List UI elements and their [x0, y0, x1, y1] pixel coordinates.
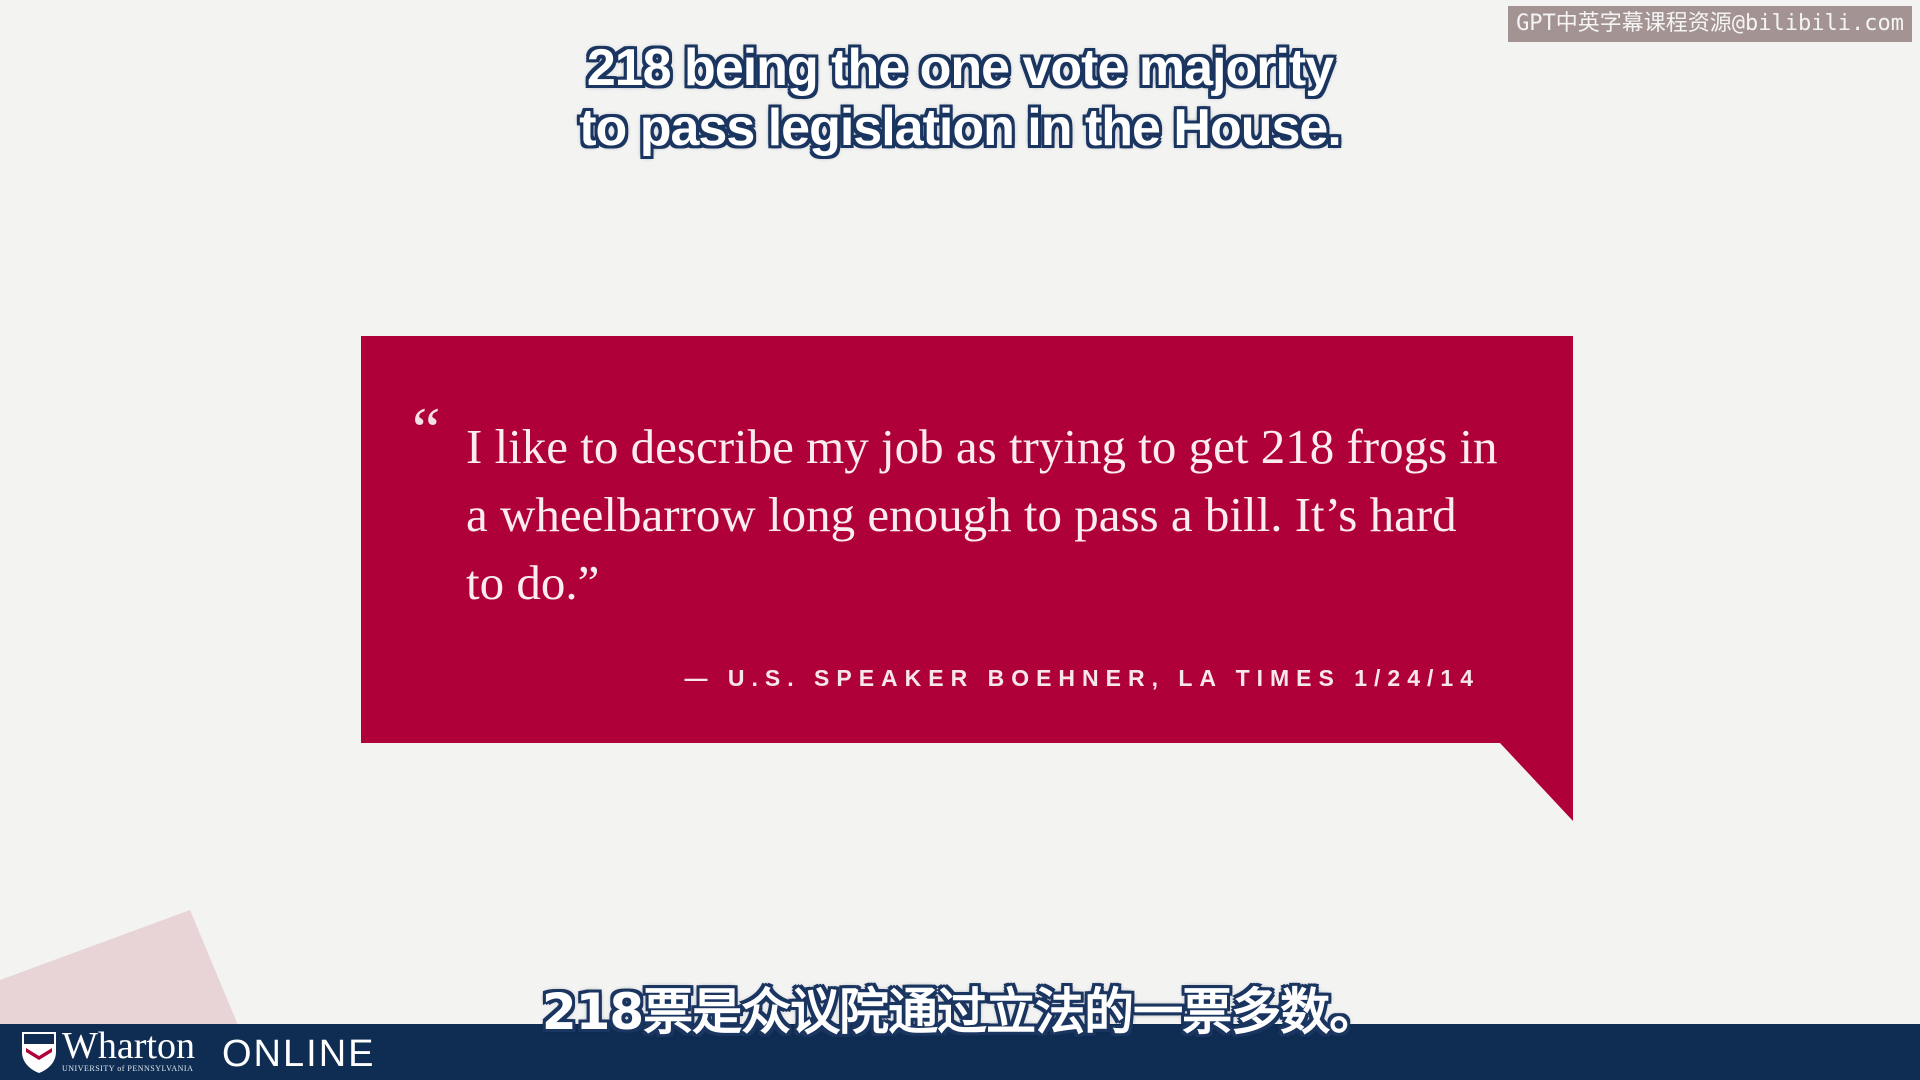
english-subtitle: 218 being the one vote majority to pass … — [0, 38, 1920, 158]
footer-bar — [0, 1024, 1920, 1080]
quote-bubble — [361, 336, 1573, 743]
open-quote-mark: “ — [412, 394, 441, 465]
quote-bubble-tail — [1500, 743, 1573, 821]
watermark-badge: GPT中英字幕课程资源@bilibili.com — [1508, 6, 1912, 42]
wharton-logo-subtext: UNIVERSITY of PENNSYLVANIA — [62, 1064, 194, 1073]
quote-text: I like to describe my job as trying to g… — [466, 419, 1498, 610]
wharton-logo-text: Wharton — [62, 1025, 195, 1067]
english-subtitle-line-2: to pass legislation in the House. — [579, 99, 1342, 157]
online-logo-text: ONLINE — [222, 1033, 376, 1075]
shield-icon — [22, 1032, 56, 1073]
quote-attribution: — U.S. SPEAKER BOEHNER, LA TIMES 1/24/14 — [684, 665, 1480, 691]
chinese-subtitle: 218票是众议院通过立法的一票多数。 — [541, 983, 1379, 1041]
english-subtitle-line-1: 218 being the one vote majority — [586, 39, 1334, 97]
decorative-pink-shape — [0, 910, 240, 1030]
